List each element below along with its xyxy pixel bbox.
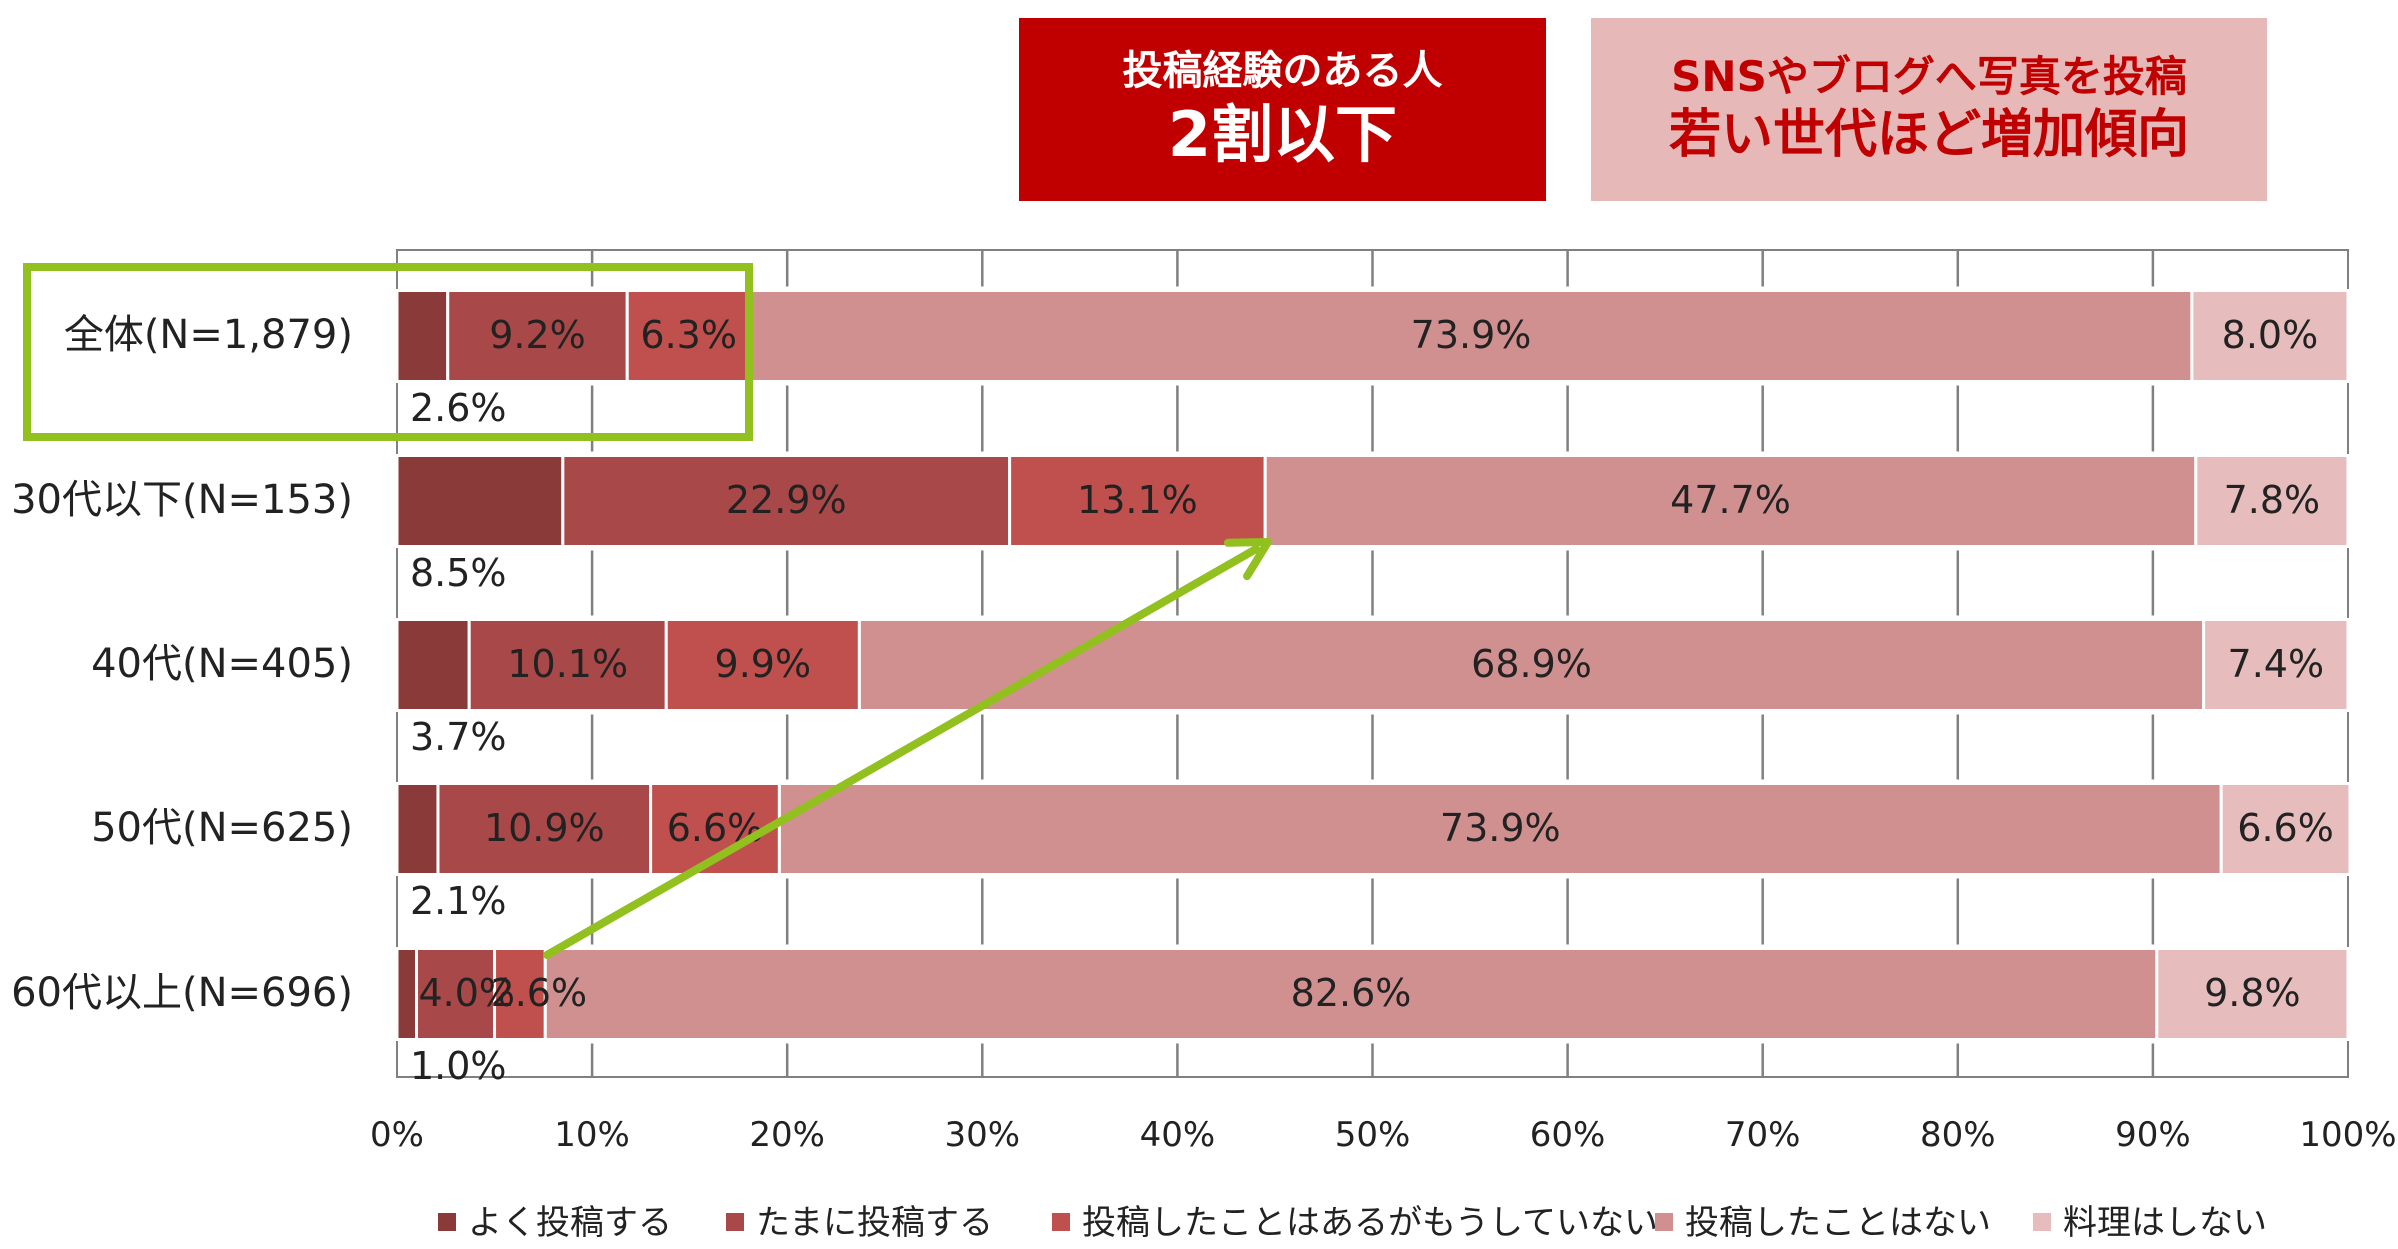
data-label: 2.1% — [410, 879, 507, 923]
x-tick-label: 100% — [2299, 1115, 2396, 1155]
data-label: 13.1% — [1077, 478, 1198, 522]
legend-label: 投稿したことはない — [1685, 1203, 1991, 1243]
bar-segment — [395, 782, 440, 876]
callout-sns-line1: SNSやブログへ写真を投稿 — [1671, 51, 2187, 101]
data-label: 1.0% — [410, 1044, 507, 1088]
x-tick-label: 60% — [1530, 1115, 1606, 1155]
bar-segment — [2190, 289, 2350, 383]
bar-segment — [415, 947, 497, 1041]
bar-segment — [436, 782, 653, 876]
data-label: 9.8% — [2204, 971, 2301, 1015]
bar-segment — [2155, 947, 2350, 1041]
data-label: 10.9% — [484, 806, 605, 850]
legend-label: たまに投稿する — [756, 1203, 993, 1243]
data-label: 2.6% — [491, 971, 588, 1015]
x-tick-label: 0% — [370, 1115, 424, 1155]
data-label: 6.3% — [640, 313, 737, 357]
legend-swatch — [2033, 1213, 2051, 1231]
callout-sns-trend: SNSやブログへ写真を投稿 若い世代ほど増加傾向 — [1591, 18, 2267, 201]
data-label: 82.6% — [1291, 971, 1412, 1015]
trend-arrow-shaft — [543, 545, 1260, 959]
trend-arrow-head — [1224, 538, 1272, 581]
bar-segment — [395, 947, 419, 1041]
data-label: 10.1% — [507, 642, 628, 686]
highlight-box — [23, 263, 753, 441]
callout-experience: 投稿経験のある人 2割以下 — [1019, 18, 1546, 201]
x-tick-label: 20% — [749, 1115, 825, 1155]
callout-experience-line1: 投稿経験のある人 — [1122, 47, 1443, 94]
legend-swatch — [1655, 1213, 1673, 1231]
data-label: 3.7% — [410, 715, 507, 759]
bar-segment — [1263, 454, 2198, 548]
x-tick-label: 80% — [1920, 1115, 1996, 1155]
data-label: 8.5% — [410, 551, 507, 595]
category-label: 全体(N=1,879) — [64, 312, 353, 358]
data-label: 4.0% — [419, 971, 516, 1015]
category-label: 60代以上(N=696) — [11, 970, 353, 1016]
data-label: 9.9% — [715, 642, 812, 686]
legend-label: 投稿したことはあるがもうしていない — [1082, 1203, 1658, 1243]
bar-segment — [2202, 618, 2350, 712]
category-label: 40代(N=405) — [91, 641, 353, 687]
x-tick-label: 70% — [1725, 1115, 1801, 1155]
bar-segment — [2194, 454, 2350, 548]
bar-segment — [1008, 454, 1267, 548]
x-tick-label: 90% — [2115, 1115, 2191, 1155]
legend-swatch — [1052, 1213, 1070, 1231]
callout-experience-line2: 2割以下 — [1167, 97, 1398, 171]
bar-segment — [493, 947, 547, 1041]
bar-segment — [748, 289, 2194, 383]
data-label: 47.7% — [1670, 478, 1791, 522]
legend-label: よく投稿する — [468, 1203, 672, 1243]
bar-segment — [2219, 782, 2352, 876]
x-tick-label: 50% — [1335, 1115, 1411, 1155]
legend-swatch — [726, 1213, 744, 1231]
x-tick-label: 30% — [945, 1115, 1021, 1155]
data-label: 73.9% — [1411, 313, 1532, 357]
callout-sns-line2: 若い世代ほど増加傾向 — [1668, 105, 2189, 166]
bar-segment — [395, 454, 565, 548]
data-label: 7.8% — [2224, 478, 2321, 522]
bar-segment — [467, 618, 668, 712]
bar-segment — [561, 454, 1012, 548]
bar-segment — [664, 618, 861, 712]
bar-segment — [395, 618, 471, 712]
category-label: 30代以下(N=153) — [11, 477, 353, 523]
category-label: 50代(N=625) — [91, 805, 353, 851]
x-tick-label: 40% — [1140, 1115, 1216, 1155]
data-label: 7.4% — [2228, 642, 2325, 686]
data-label: 8.0% — [2222, 313, 2319, 357]
data-label: 6.6% — [2237, 806, 2334, 850]
legend-label: 料理はしない — [2063, 1203, 2267, 1243]
data-label: 22.9% — [726, 478, 847, 522]
bar-segment — [625, 289, 752, 383]
bar-segment — [543, 947, 2159, 1041]
legend-swatch — [438, 1213, 456, 1231]
bar-segment — [395, 289, 450, 383]
data-label: 2.6% — [410, 386, 507, 430]
x-tick-label: 10% — [554, 1115, 630, 1155]
data-label: 73.9% — [1440, 806, 1561, 850]
data-label: 68.9% — [1471, 642, 1592, 686]
data-label: 9.2% — [489, 313, 586, 357]
